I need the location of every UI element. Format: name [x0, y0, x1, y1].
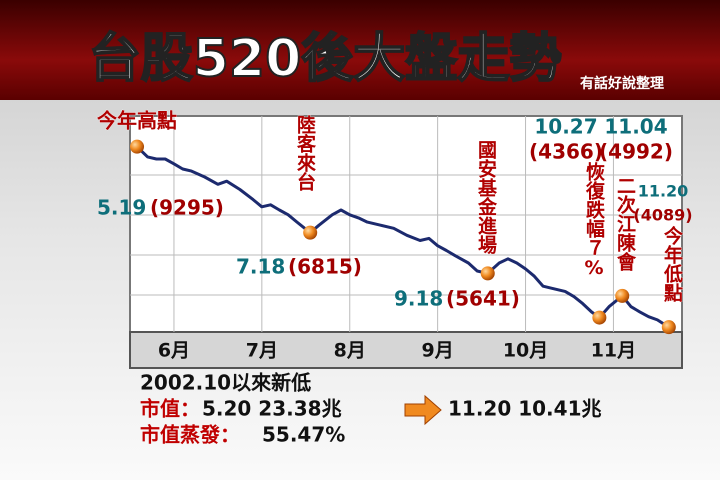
- annotation-value: (4366): [529, 140, 603, 164]
- plot-rules: [130, 174, 682, 296]
- annotation-label: 今年高點: [97, 109, 177, 133]
- annotation-dot: [661, 320, 676, 335]
- annotation-date: 11.04: [604, 115, 667, 139]
- annotation-date: 5.19: [97, 196, 146, 220]
- annotation-value: (9295): [150, 196, 224, 220]
- x-tick-label: 8月: [334, 340, 366, 362]
- x-tick-label: 11月: [591, 340, 636, 362]
- note-after: 11.20 10.41兆: [448, 397, 602, 421]
- annotation-dot: [615, 288, 630, 303]
- annotation-value: (5641): [446, 287, 520, 311]
- annotation-date: 11.20: [638, 182, 689, 201]
- annotation-value: (4992): [599, 140, 673, 164]
- annotation-date: 10.27: [534, 115, 597, 139]
- note-evaporated: 55.47%: [262, 423, 345, 447]
- arrow: [404, 394, 442, 426]
- annotation-value: (4089): [633, 206, 692, 225]
- annotation-dot: [592, 310, 607, 325]
- annotation-date: 7.18: [236, 255, 285, 279]
- annotation-label: 今年低點: [661, 225, 684, 303]
- line: [135, 145, 670, 329]
- annotation-label: 恢復跌幅７%: [583, 161, 606, 279]
- title-band: [0, 0, 720, 100]
- annotation-label: 陸客來台: [294, 114, 316, 191]
- source: 有話好說整理: [580, 75, 664, 92]
- x-tick-label: 10月: [503, 340, 548, 362]
- annotation-label: 二次江陳會: [614, 176, 636, 272]
- x-tick-label: 9月: [422, 340, 454, 362]
- note-headline: 2002.10以來新低: [140, 371, 311, 395]
- annotation-dot: [303, 225, 318, 240]
- note-label: 市值蒸發：: [140, 423, 240, 447]
- note-label: 市值：: [140, 397, 200, 421]
- x-tick-label: 6月: [158, 340, 190, 362]
- annotation-value: (6815): [288, 255, 362, 279]
- annotation-date: 9.18: [394, 287, 443, 311]
- x-axis-band: [129, 331, 683, 369]
- note-before: 5.20 23.38兆: [202, 397, 342, 421]
- chart-title: 台股520後大盤走勢: [89, 29, 562, 89]
- annotation-label: 國安基金進場: [475, 140, 498, 255]
- x-tick-label: 7月: [246, 340, 278, 362]
- annotation-dot: [480, 266, 495, 281]
- annotation-dot: [130, 139, 145, 154]
